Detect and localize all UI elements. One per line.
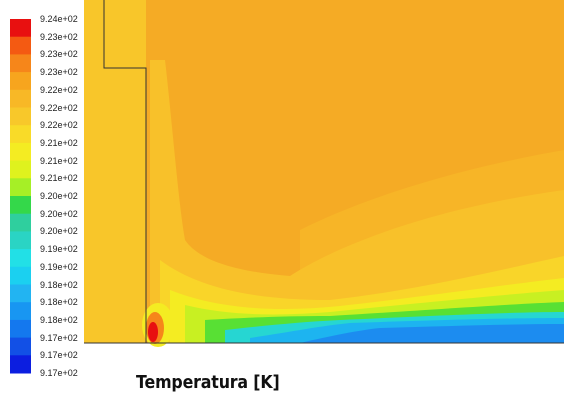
colorbar-tick-label: 9.18e+02: [40, 314, 78, 325]
contour-plume: [150, 60, 564, 343]
colorbar-tick-label: 9.19e+02: [40, 261, 78, 272]
colorbar-tick-label: 9.20e+02: [40, 208, 78, 219]
colorbar-swatch: [10, 284, 31, 303]
colorbar-tick-label: 9.20e+02: [40, 226, 78, 237]
colorbar-swatch: [10, 54, 31, 73]
colorbar-swatch: [10, 266, 31, 285]
colorbar-tick-label: 9.23e+02: [40, 67, 78, 78]
colorbar-tick-label: 9.17e+02: [40, 350, 78, 361]
colorbar: 9.24e+02 9.23e+02 9.23e+02 9.23e+02 9.22e+02…: [0, 0, 90, 390]
colorbar-tick-label: 9.20e+02: [40, 191, 78, 201]
colorbar-swatch: [10, 125, 31, 144]
wall-outline: [103, 0, 147, 343]
colorbar-tick-label: 9.21e+02: [40, 137, 78, 148]
colorbar-swatch: [10, 302, 31, 321]
colorbar-tick-label: 9.18e+02: [40, 279, 78, 290]
colorbar-tick-label: 9.21e+02: [40, 155, 78, 166]
solid-strip-top: [104, 0, 146, 68]
colorbar-tick-label: 9.18e+02: [40, 297, 78, 308]
colorbar-swatches: [10, 19, 31, 374]
colorbar-swatch: [10, 231, 31, 250]
colorbar-tick-label: 9.17e+02: [40, 332, 78, 343]
colorbar-tick-label: 9.22e+02: [40, 120, 78, 131]
hotspot-core: [148, 322, 158, 342]
colorbar-swatch: [10, 72, 31, 91]
colorbar-swatch: [10, 89, 31, 108]
colorbar-tick-label: 9.17e+02: [40, 368, 78, 378]
colorbar-swatch: [10, 160, 31, 179]
colorbar-swatch: [10, 337, 31, 356]
colorbar-swatch: [10, 196, 31, 215]
colorbar-swatch: [10, 249, 31, 268]
colorbar-tick-label: 9.19e+02: [40, 244, 78, 255]
colorbar-swatch: [10, 213, 31, 232]
colorbar-swatch: [10, 142, 31, 162]
colorbar-tick-label: 9.22e+02: [40, 84, 78, 95]
colorbar-tick-label: 9.21e+02: [40, 173, 78, 184]
contour-band-blue: [300, 324, 564, 343]
colorbar-swatch: [10, 107, 31, 126]
colorbar-tick-label: 9.23e+02: [40, 49, 78, 60]
colorbar-swatch: [10, 319, 31, 339]
colorbar-swatch: [10, 19, 31, 38]
colorbar-swatch: [10, 355, 31, 374]
colorbar-tick-label: 9.24e+02: [40, 14, 78, 24]
colorbar-tick-label: 9.23e+02: [40, 31, 78, 42]
colorbar-title: Temperatura [K]: [136, 372, 280, 393]
colorbar-swatch: [10, 178, 31, 197]
colorbar-tick-label: 9.22e+02: [40, 102, 78, 113]
colorbar-swatch: [10, 36, 31, 55]
